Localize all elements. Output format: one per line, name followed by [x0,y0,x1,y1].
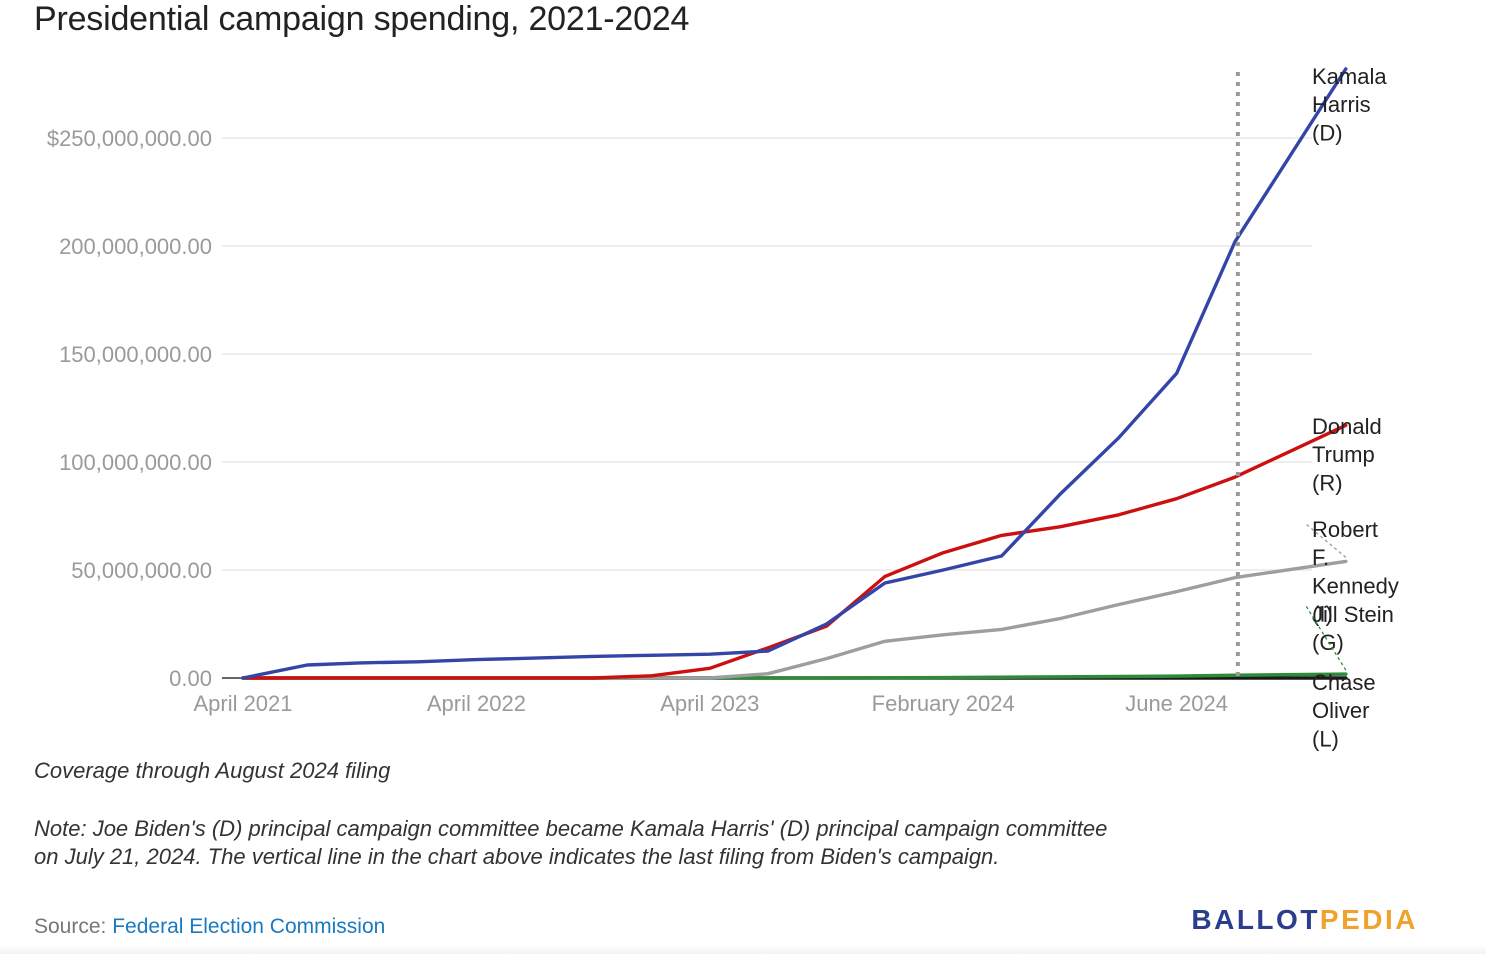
y-tick-label: 200,000,000.00 [59,234,212,259]
chart-title: Presidential campaign spending, 2021-202… [34,0,690,38]
x-tick-label: April 2022 [427,691,526,716]
x-tick-label: April 2021 [193,691,292,716]
x-tick-label: February 2024 [872,691,1015,716]
y-tick-label: 150,000,000.00 [59,342,212,367]
series-label-line: Oliver [1312,698,1369,723]
series-label-line: Trump [1312,442,1375,467]
series-line-kamala-harris-d [241,67,1348,680]
line-chart: 0.00 50,000,000.00 100,000,000.00 150,000,0… [47,64,1399,751]
series-label-line: Robert [1312,517,1378,542]
series-line-donald-trump-r [241,423,1348,680]
x-tick-label: June 2024 [1125,691,1228,716]
series-label-line: Jill Stein [1312,602,1394,627]
series-label-line: (I) [1312,602,1333,627]
y-tick-label: 50,000,000.00 [71,558,212,583]
logo-part-pedia: PEDIA [1319,904,1418,935]
y-tick-label: $250,000,000.00 [47,126,212,151]
leader-line-kennedy [1305,523,1347,558]
leader-line-stein [1305,605,1347,671]
source-line: Source: Federal Election Commission [34,915,385,939]
series-label-line: (L) [1312,726,1339,751]
ballotpedia-logo: BALLOTPEDIA [1191,904,1418,936]
series-label-line: Donald [1312,414,1382,439]
coverage-note: Coverage through August 2024 filing [34,758,391,783]
series-label-line: Harris [1312,92,1371,117]
series-label-line: F. [1312,545,1329,570]
source-prefix: Source: [34,915,113,938]
series-label-line: (R) [1312,470,1343,495]
logo-part-ballot: BALLOT [1191,904,1320,935]
bottom-shade [0,944,1486,954]
series-label-line: (G) [1312,630,1344,655]
biden-note: Note: Joe Biden's (D) principal campaign… [34,816,1108,869]
series-label-line: Kennedy [1312,573,1399,598]
y-tick-label: 100,000,000.00 [59,450,212,475]
series-label-line: Kamala [1312,64,1387,89]
source-link[interactable]: Federal Election Commission [112,915,386,938]
series-label-line: (D) [1312,120,1343,145]
y-tick-label: 0.00 [169,666,212,691]
x-tick-label: April 2023 [660,691,759,716]
series-label-line: Chase [1312,670,1376,695]
